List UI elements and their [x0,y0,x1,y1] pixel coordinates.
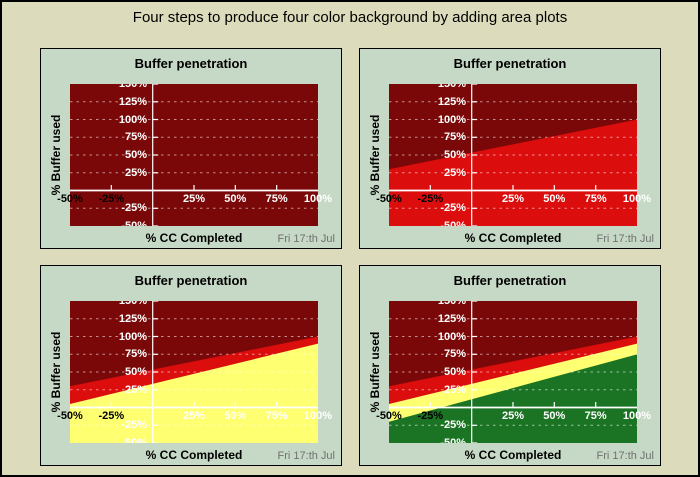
x-axis-title: % CC Completed [145,448,243,462]
chart-title: Buffer penetration [134,56,248,71]
y-tick-label: 75% [124,348,147,361]
chart-panel: Buffer penetration% Buffer used 150% 125% 1… [40,48,342,249]
x-axis-title: % CC Completed [464,231,562,245]
y-tick-label: 100% [118,330,147,343]
y-tick-label: 50% [443,149,466,161]
x-tick-label: 100% [622,410,652,422]
x-tick-label: -25% [417,193,444,205]
y-tick-label: 100% [437,330,466,343]
y-tick-label: 50% [124,366,147,378]
y-tick-label: 75% [443,131,466,144]
x-tick-label: -50% [57,410,83,422]
chart-panel: Buffer penetration% Buffer used 150% 125% 1… [359,48,661,249]
chart-title: Buffer penetration [453,56,567,71]
y-tick-label: 25% [443,383,466,396]
zone-yellow [70,343,318,443]
x-tick-label: 100% [622,193,652,205]
y-tick-label: 150% [118,84,147,90]
plot-area: 150% 125% 100% 75% 50% 25% -25% -50% [70,301,318,443]
x-tick-label: 50% [543,410,566,422]
y-tick-label: -50% [121,220,147,226]
x-tick-label: -25% [98,193,125,205]
y-tick-label: 125% [118,95,147,108]
y-tick-label: -25% [121,419,147,432]
x-tick-label: 50% [224,193,247,205]
x-tick-label: -50% [57,193,83,205]
y-tick-label: -25% [440,419,466,432]
date-annotation: Fri 17:th Jul [277,450,335,462]
y-tick-label: 75% [124,131,147,144]
y-tick-label: 100% [118,113,147,126]
chart-title: Buffer penetration [453,273,567,288]
date-annotation: Fri 17:th Jul [596,233,654,245]
x-tick-label: 50% [224,410,247,422]
date-annotation: Fri 17:th Jul [596,450,654,462]
date-annotation: Fri 17:th Jul [277,233,335,245]
y-tick-label: 150% [437,84,466,90]
y-tick-label: 100% [437,113,466,126]
plot-area: 150% 125% 100% 75% 50% 25% -25% -50% [389,301,637,443]
x-tick-label: -25% [417,410,444,422]
plot-area: 150% 125% 100% 75% 50% 25% -25% -50% [389,84,637,226]
y-tick-label: 75% [443,348,466,361]
y-tick-label: 125% [118,312,147,325]
y-tick-label: -50% [440,220,466,226]
y-tick-label: 50% [443,366,466,378]
chart-panel: Buffer penetration% Buffer used 150% 125% 1… [40,265,342,466]
x-tick-label: 75% [265,410,288,422]
y-tick-label: -50% [121,437,147,443]
x-tick-label: 100% [303,410,333,422]
y-tick-label: 150% [118,301,147,307]
x-tick-label: 75% [584,410,607,422]
x-tick-label: -25% [98,410,125,422]
zone-green [389,354,637,443]
y-tick-label: -50% [440,437,466,443]
y-tick-label: 150% [437,301,466,307]
y-tick-label: -25% [440,202,466,215]
plot-area: 150% 125% 100% 75% 50% 25% -25% -50% [70,84,318,226]
x-tick-label: 75% [584,193,607,205]
y-tick-label: 125% [437,95,466,108]
x-tick-label: -50% [376,410,402,422]
x-tick-label: 25% [182,410,206,422]
y-tick-label: 25% [124,166,147,179]
y-tick-label: -25% [121,202,147,215]
x-tick-label: 50% [543,193,566,205]
y-tick-label: 25% [443,166,466,179]
chart-panel: Buffer penetration% Buffer used 150% 125% 1… [359,265,661,466]
y-tick-label: 125% [437,312,466,325]
x-tick-label: 25% [501,193,525,205]
x-tick-label: 100% [303,193,333,205]
figure-title: Four steps to produce four color backgro… [132,9,568,26]
x-axis-title: % CC Completed [145,231,243,245]
y-tick-label: 50% [124,149,147,161]
x-axis-title: % CC Completed [464,448,562,462]
x-tick-label: -50% [376,193,402,205]
y-tick-label: 25% [124,383,147,396]
x-tick-label: 25% [501,410,525,422]
chart-title: Buffer penetration [134,273,248,288]
x-tick-label: 25% [182,193,206,205]
x-tick-label: 75% [265,193,288,205]
